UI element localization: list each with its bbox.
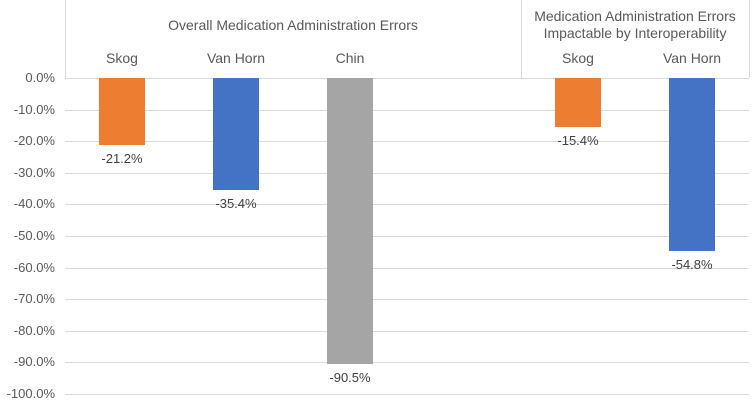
- y-axis-tick-label: -60.0%: [13, 259, 55, 275]
- y-axis-tick-label: -20.0%: [13, 133, 55, 149]
- bar-skog: [99, 78, 145, 145]
- y-axis-tick-label: -30.0%: [13, 164, 55, 180]
- category-label: Van Horn: [206, 50, 266, 66]
- category-label: Van Horn: [662, 50, 722, 66]
- group-title-line: Impactable by Interoperability: [543, 25, 727, 41]
- y-axis-tick-label: -80.0%: [13, 322, 55, 338]
- bar-van-horn: [669, 78, 715, 251]
- group-title: Overall Medication Administration Errors: [65, 2, 521, 48]
- bar-value-label: -21.2%: [101, 151, 143, 166]
- gridline: [65, 172, 749, 174]
- category-label: Skog: [106, 50, 138, 66]
- bar-value-label: -35.4%: [215, 196, 257, 211]
- y-axis-tick-label: -70.0%: [13, 291, 55, 307]
- gridline: [65, 362, 749, 364]
- y-axis-tick-label: -50.0%: [13, 228, 55, 243]
- group-title: Medication Administration Errors Impactab…: [521, 2, 749, 48]
- y-axis-tick-label: -100.0%: [6, 386, 55, 401]
- category-axis-divider-line: [749, 0, 750, 78]
- bar-value-label: -54.8%: [671, 257, 713, 272]
- gridline: [65, 141, 749, 143]
- y-axis-tick-label: -90.0%: [13, 354, 55, 370]
- bar-value-label: -15.4%: [557, 133, 599, 148]
- group-title-line: Overall Medication Administration Errors: [168, 16, 418, 33]
- gridline: [65, 109, 749, 111]
- bar-value-label: -90.5%: [329, 370, 371, 385]
- group-title-line: Medication Administration Errors: [534, 8, 736, 24]
- bar-chin: [327, 78, 373, 364]
- category-axis-divider-line: [65, 0, 66, 78]
- gridline: [65, 236, 749, 237]
- gridline: [65, 394, 749, 395]
- gridline: [65, 204, 749, 206]
- category-label: Skog: [562, 50, 594, 66]
- gridline: [65, 267, 749, 269]
- y-axis-tick-label: 0.0%: [25, 70, 55, 85]
- category-axis-divider-line: [521, 0, 522, 78]
- bar-skog: [555, 78, 601, 127]
- gridline: [65, 78, 749, 79]
- gridline: [65, 299, 749, 301]
- category-label: Chin: [335, 50, 365, 66]
- y-axis-tick-label: -40.0%: [13, 196, 55, 212]
- bar-van-horn: [213, 78, 259, 190]
- gridline: [65, 330, 749, 332]
- y-axis-tick-label: -10.0%: [13, 101, 55, 117]
